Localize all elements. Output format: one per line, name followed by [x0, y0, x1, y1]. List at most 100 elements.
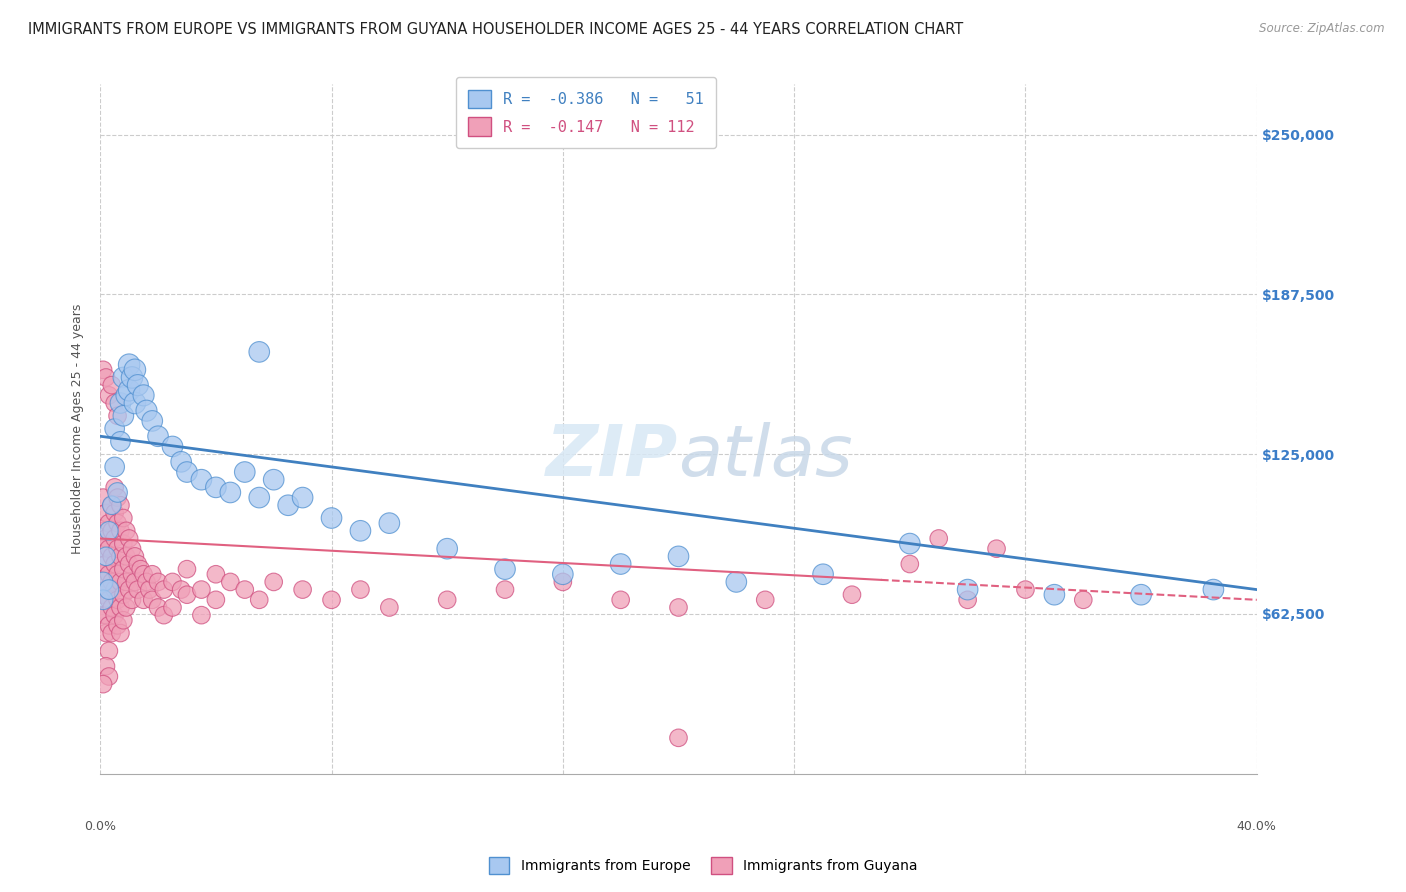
- Point: [551, 567, 574, 582]
- Point: [110, 549, 132, 564]
- Point: [141, 592, 163, 607]
- Point: [91, 677, 114, 691]
- Point: [219, 574, 242, 589]
- Point: [91, 524, 114, 538]
- Point: [1130, 588, 1153, 602]
- Point: [841, 588, 863, 602]
- Point: [112, 562, 135, 576]
- Point: [115, 574, 138, 589]
- Point: [205, 592, 228, 607]
- Point: [94, 608, 117, 623]
- Point: [107, 409, 129, 423]
- Point: [115, 388, 138, 402]
- Point: [127, 378, 149, 392]
- Point: [146, 429, 169, 443]
- Point: [609, 592, 631, 607]
- Point: [97, 669, 120, 683]
- Point: [321, 592, 343, 607]
- Point: [494, 562, 516, 576]
- Point: [124, 396, 146, 410]
- Point: [153, 608, 176, 623]
- Point: [101, 498, 124, 512]
- Point: [97, 524, 120, 538]
- Point: [247, 345, 270, 359]
- Point: [176, 562, 198, 576]
- Point: [124, 549, 146, 564]
- Point: [104, 557, 127, 571]
- Point: [551, 574, 574, 589]
- Point: [219, 485, 242, 500]
- Point: [101, 549, 124, 564]
- Point: [141, 414, 163, 428]
- Point: [118, 358, 141, 372]
- Point: [91, 363, 114, 377]
- Point: [378, 516, 401, 530]
- Point: [378, 600, 401, 615]
- Point: [97, 541, 120, 556]
- Point: [107, 592, 129, 607]
- Point: [247, 491, 270, 505]
- Point: [233, 582, 256, 597]
- Point: [97, 567, 120, 582]
- Point: [110, 434, 132, 449]
- Point: [1202, 582, 1225, 597]
- Point: [190, 608, 212, 623]
- Point: [101, 626, 124, 640]
- Point: [97, 644, 120, 658]
- Point: [132, 592, 155, 607]
- Point: [107, 491, 129, 505]
- Point: [233, 465, 256, 479]
- Point: [121, 567, 143, 582]
- Point: [898, 557, 921, 571]
- Point: [349, 524, 371, 538]
- Point: [107, 485, 129, 500]
- Point: [104, 608, 127, 623]
- Point: [107, 516, 129, 530]
- Point: [101, 378, 124, 392]
- Point: [97, 516, 120, 530]
- Point: [121, 592, 143, 607]
- Point: [104, 480, 127, 494]
- Point: [94, 370, 117, 384]
- Point: [247, 592, 270, 607]
- Point: [94, 557, 117, 571]
- Point: [135, 403, 157, 417]
- Point: [138, 582, 160, 597]
- Point: [176, 465, 198, 479]
- Point: [956, 592, 979, 607]
- Point: [263, 574, 285, 589]
- Point: [170, 582, 193, 597]
- Point: [118, 582, 141, 597]
- Point: [107, 541, 129, 556]
- Point: [101, 524, 124, 538]
- Point: [112, 370, 135, 384]
- Point: [725, 574, 748, 589]
- Point: [668, 549, 690, 564]
- Point: [494, 582, 516, 597]
- Point: [349, 582, 371, 597]
- Point: [118, 557, 141, 571]
- Point: [153, 582, 176, 597]
- Point: [898, 536, 921, 550]
- Point: [94, 506, 117, 520]
- Point: [110, 396, 132, 410]
- Point: [94, 582, 117, 597]
- Point: [97, 388, 120, 402]
- Point: [291, 491, 314, 505]
- Point: [176, 588, 198, 602]
- Point: [110, 626, 132, 640]
- Point: [107, 618, 129, 632]
- Point: [609, 557, 631, 571]
- Point: [110, 574, 132, 589]
- Point: [146, 574, 169, 589]
- Point: [277, 498, 299, 512]
- Point: [112, 613, 135, 627]
- Point: [928, 532, 950, 546]
- Point: [94, 532, 117, 546]
- Point: [127, 557, 149, 571]
- Point: [110, 524, 132, 538]
- Point: [104, 532, 127, 546]
- Point: [118, 383, 141, 397]
- Point: [112, 511, 135, 525]
- Point: [436, 592, 458, 607]
